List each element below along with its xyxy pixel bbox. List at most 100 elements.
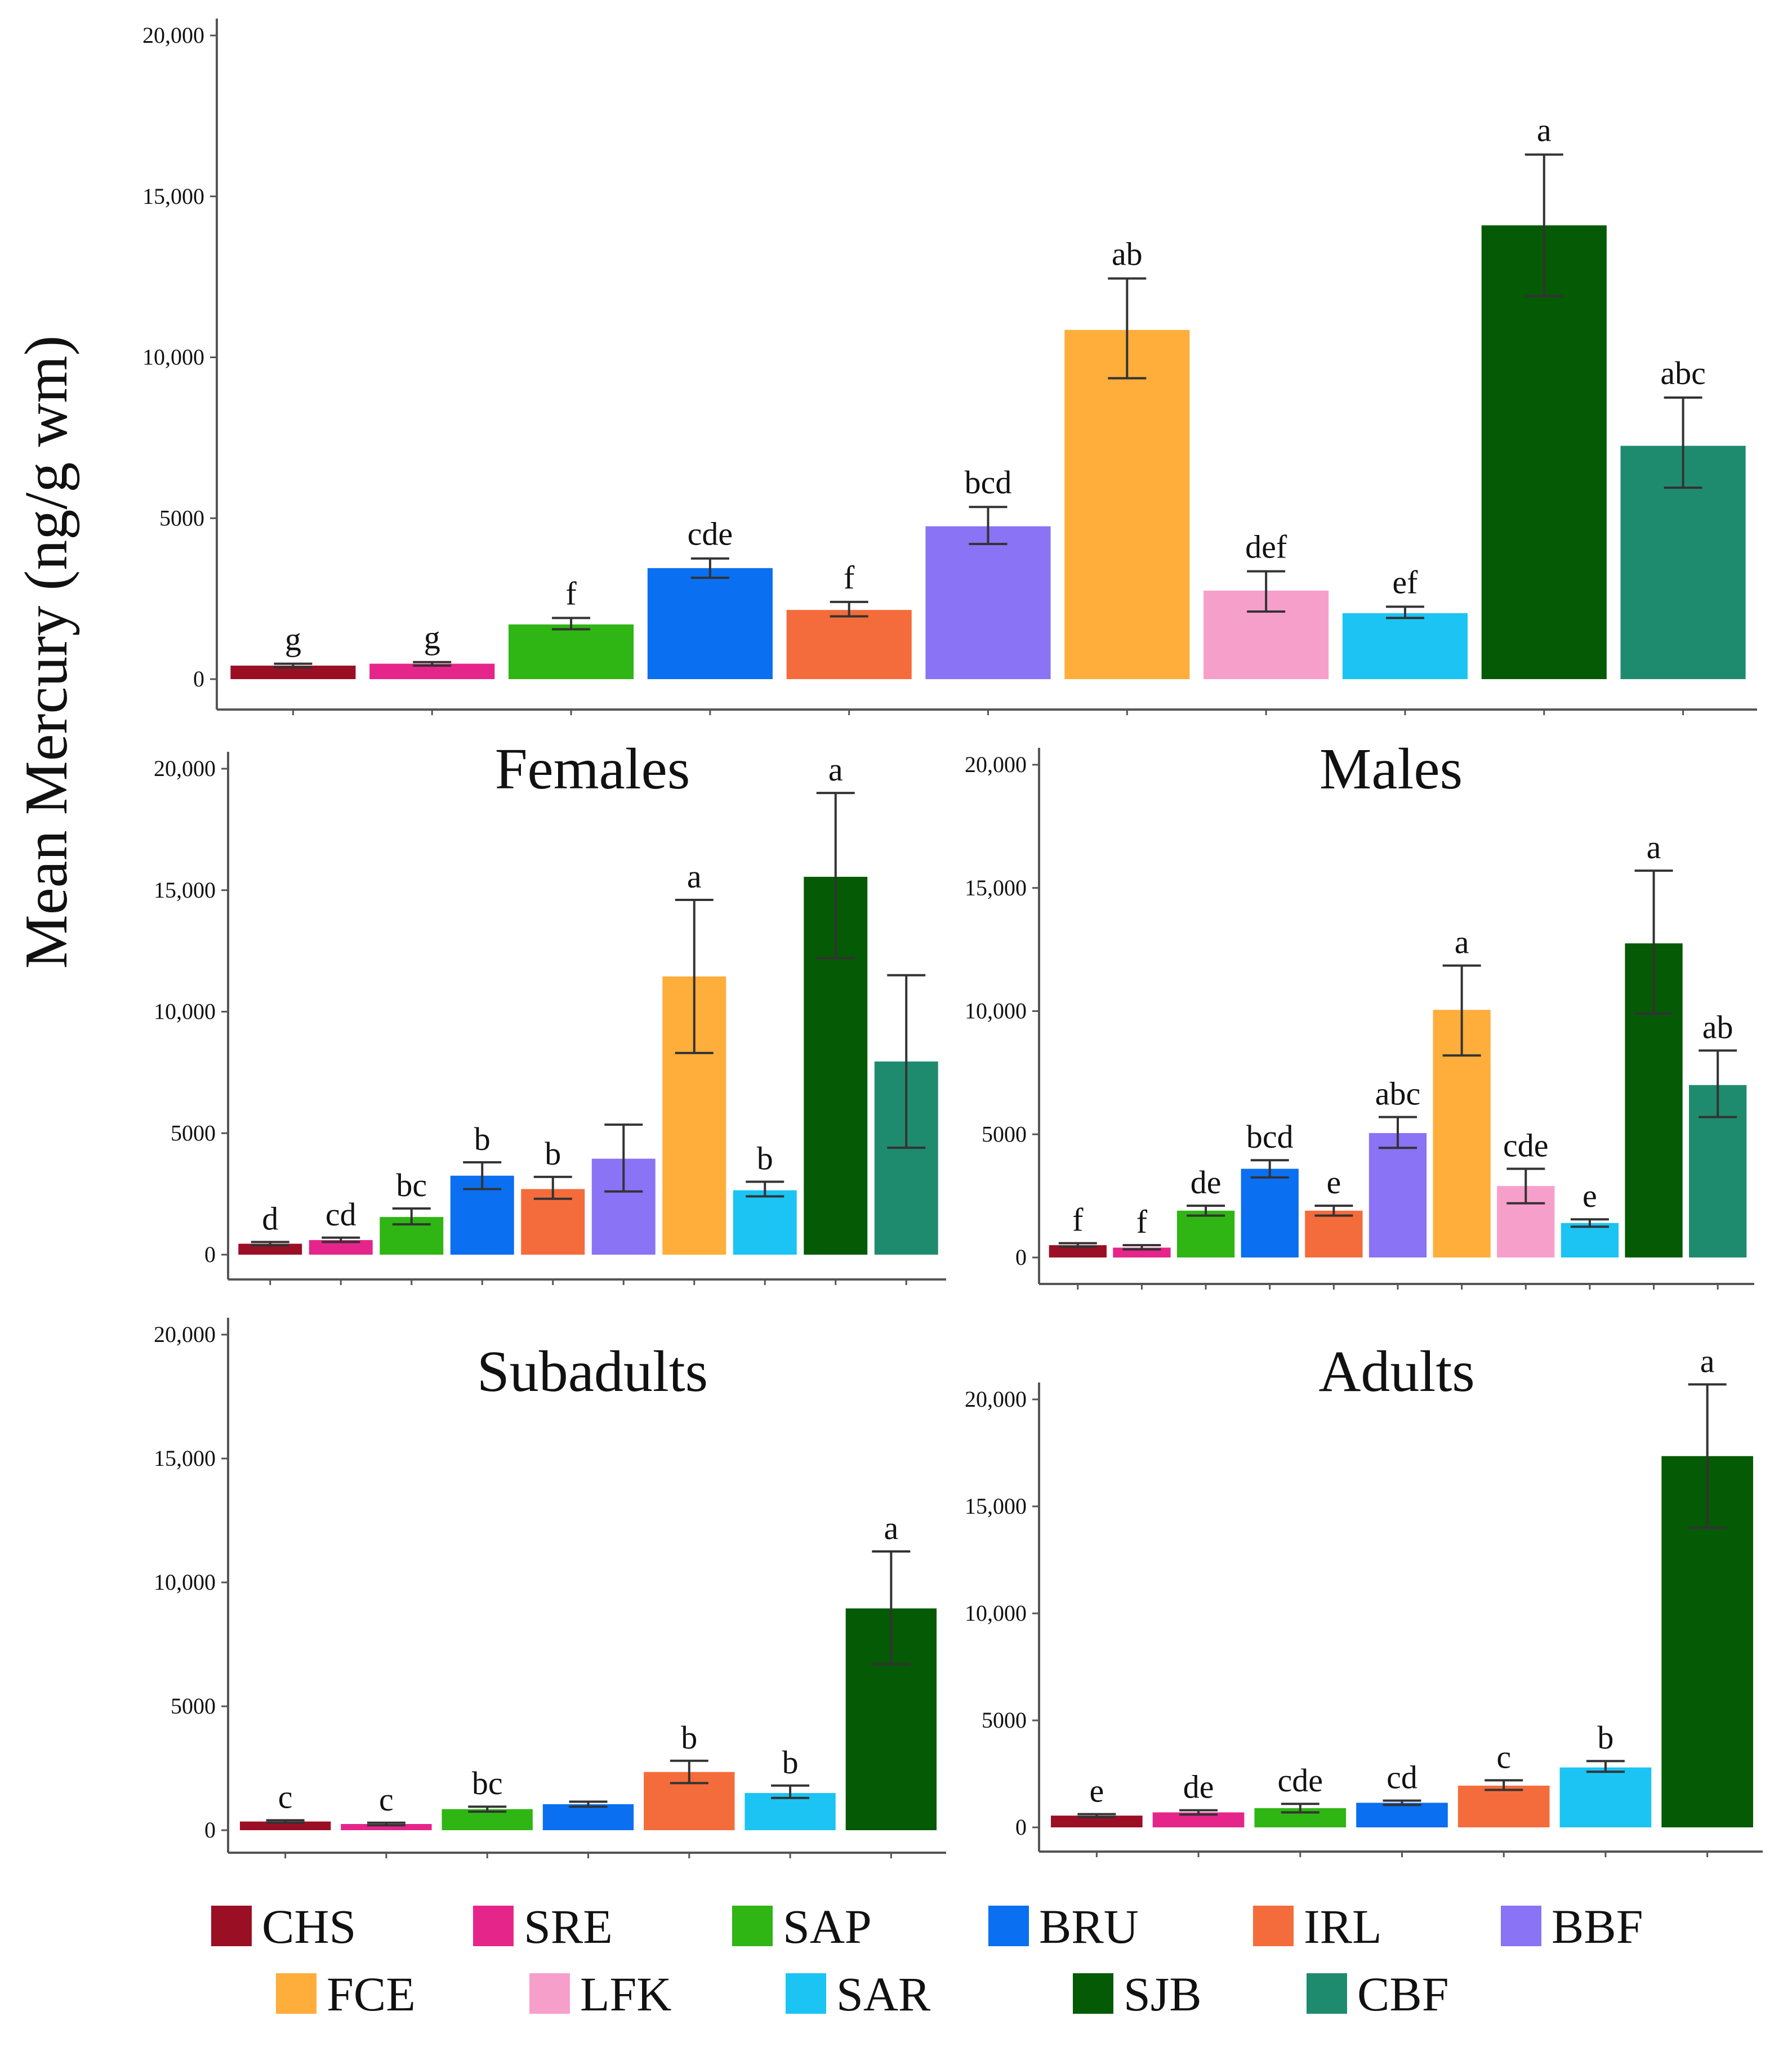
legend-swatch xyxy=(732,1906,773,1946)
sig-label-subadults-SJB: a xyxy=(884,1510,898,1546)
sig-label-males-SAR: e xyxy=(1583,1178,1597,1214)
bar-adults-BRU xyxy=(1356,1803,1448,1827)
legend: CHS SRE SAP BRU IRL BBF FCE LFK SAR SJB CBF xyxy=(211,1899,1643,2021)
bar-males-CHS xyxy=(1049,1245,1107,1257)
chart-panel-adults: 0 5000 10,000 15,000 20,000 Adults e de cde cd c b a xyxy=(965,1339,1763,1857)
error-bar-subadults-SRE xyxy=(367,1821,405,1827)
bar-overall-SJB xyxy=(1481,225,1607,679)
error-bar-overall-SJB xyxy=(1524,153,1563,297)
legend-item-cbf: CBF xyxy=(1307,1967,1449,2021)
legend-label: SJB xyxy=(1124,1967,1202,2021)
legend-label: BBF xyxy=(1552,1899,1643,1954)
sig-label-males-CHS: f xyxy=(1072,1202,1084,1238)
error-bar-females-BRU xyxy=(463,1161,502,1190)
legend-swatch xyxy=(529,1973,570,2014)
error-bar-subadults-SAP xyxy=(468,1805,507,1813)
bar-adults-SAR xyxy=(1559,1767,1652,1827)
sig-label-females-CHS: d xyxy=(262,1201,278,1237)
y-tick-label: 20,000 xyxy=(154,1322,216,1347)
chart-panel-overall: 0 5000 10,000 15,000 20,000 g g f cde f bcd ab def ef… xyxy=(142,19,1757,715)
sig-label-females-SJB: a xyxy=(828,751,843,788)
bar-adults-CHS xyxy=(1051,1816,1143,1827)
bar-subadults-SAR xyxy=(745,1793,836,1830)
legend-swatch xyxy=(988,1906,1029,1946)
error-bar-females-CHS xyxy=(251,1241,289,1247)
y-tick-label: 20,000 xyxy=(154,756,216,781)
sig-label-adults-CHS: e xyxy=(1089,1772,1104,1809)
error-bar-overall-SAP xyxy=(552,617,591,631)
bar-males-BBF xyxy=(1368,1133,1427,1257)
error-bar-overall-FCE xyxy=(1108,277,1147,380)
bar-overall-SAP xyxy=(508,624,634,679)
sig-label-adults-IRL: c xyxy=(1496,1738,1511,1775)
sig-label-males-SJB: a xyxy=(1647,829,1661,866)
sig-label-adults-SJB: a xyxy=(1700,1343,1715,1379)
panel-title-subadults: Subadults xyxy=(477,1339,708,1404)
legend-item-sar: SAR xyxy=(786,1967,931,2021)
y-tick-label: 10,000 xyxy=(154,1569,216,1595)
error-bar-adults-SRE xyxy=(1179,1809,1218,1816)
legend-label: BRU xyxy=(1039,1899,1139,1954)
chart-panel-subadults: 0 5000 10,000 15,000 20,000 Subadults c c bc b b a xyxy=(154,1318,946,1858)
y-tick-label: 5000 xyxy=(171,1120,216,1145)
error-bar-females-SJB xyxy=(816,792,855,960)
sig-label-overall-CBF: abc xyxy=(1660,355,1706,391)
legend-item-sre: SRE xyxy=(473,1899,613,1954)
sig-label-males-FCE: a xyxy=(1455,924,1469,961)
sig-label-overall-CHS: g xyxy=(285,621,301,658)
legend-label: SAP xyxy=(783,1899,872,1954)
error-bar-subadults-BRU xyxy=(569,1800,608,1808)
error-bar-overall-LFK xyxy=(1247,570,1286,613)
y-tick-label: 20,000 xyxy=(142,23,204,48)
sig-label-females-IRL: b xyxy=(545,1135,561,1172)
sig-label-males-BBF: abc xyxy=(1375,1076,1421,1112)
sig-label-females-BRU: b xyxy=(474,1121,491,1157)
chart-panel-females: 0 5000 10,000 15,000 20,000 Females d cd bc b b a b a xyxy=(154,737,946,1285)
error-bar-adults-BRU xyxy=(1383,1799,1421,1807)
y-tick-label: 5000 xyxy=(171,1693,216,1719)
error-bar-females-IRL xyxy=(533,1175,572,1200)
legend-label: CBF xyxy=(1357,1967,1449,2021)
panel-title-females: Females xyxy=(495,737,690,801)
bar-overall-BRU xyxy=(647,568,773,679)
error-bar-females-CBF xyxy=(887,974,926,1149)
error-bar-subadults-SJB xyxy=(872,1550,911,1666)
legend-item-bru: BRU xyxy=(988,1899,1139,1954)
sig-label-subadults-CHS: c xyxy=(278,1778,293,1815)
y-tick-label: 15,000 xyxy=(154,1446,216,1471)
sig-label-females-FCE: a xyxy=(687,858,702,895)
error-bar-females-FCE xyxy=(675,899,714,1054)
legend-item-bbf: BBF xyxy=(1501,1899,1643,1954)
legend-swatch xyxy=(276,1973,317,2014)
sig-label-adults-SAP: cde xyxy=(1278,1762,1323,1799)
sig-label-overall-SRE: g xyxy=(424,619,440,656)
y-tick-label: 5000 xyxy=(982,1707,1027,1733)
error-bar-males-IRL xyxy=(1314,1205,1353,1217)
error-bar-males-CBF xyxy=(1699,1049,1737,1118)
bar-adults-IRL xyxy=(1457,1785,1550,1827)
legend-item-sjb: SJB xyxy=(1073,1967,1202,2021)
error-bar-females-SRE xyxy=(322,1236,360,1243)
bar-males-SAR xyxy=(1561,1223,1619,1257)
error-bar-overall-BRU xyxy=(690,557,729,579)
error-bar-adults-SAR xyxy=(1586,1760,1625,1773)
legend-swatch xyxy=(473,1906,514,1946)
sig-label-females-SAR: b xyxy=(757,1140,773,1177)
bar-overall-BBF xyxy=(925,526,1051,679)
bar-overall-FCE xyxy=(1064,329,1190,679)
bar-subadults-CHS xyxy=(239,1821,331,1830)
error-bar-overall-CHS xyxy=(274,662,313,669)
y-tick-label: 0 xyxy=(1015,1814,1027,1840)
error-bar-subadults-CHS xyxy=(266,1819,305,1824)
bar-females-SAR xyxy=(733,1190,797,1255)
bar-subadults-SRE xyxy=(341,1824,432,1830)
sig-label-adults-SAR: b xyxy=(1597,1719,1613,1756)
legend-label: FCE xyxy=(327,1967,416,2021)
sig-label-overall-IRL: f xyxy=(844,559,855,596)
bar-males-IRL xyxy=(1305,1210,1363,1257)
sig-label-subadults-SAR: b xyxy=(782,1744,799,1781)
legend-swatch xyxy=(786,1973,826,2014)
y-tick-label: 5000 xyxy=(982,1121,1027,1147)
